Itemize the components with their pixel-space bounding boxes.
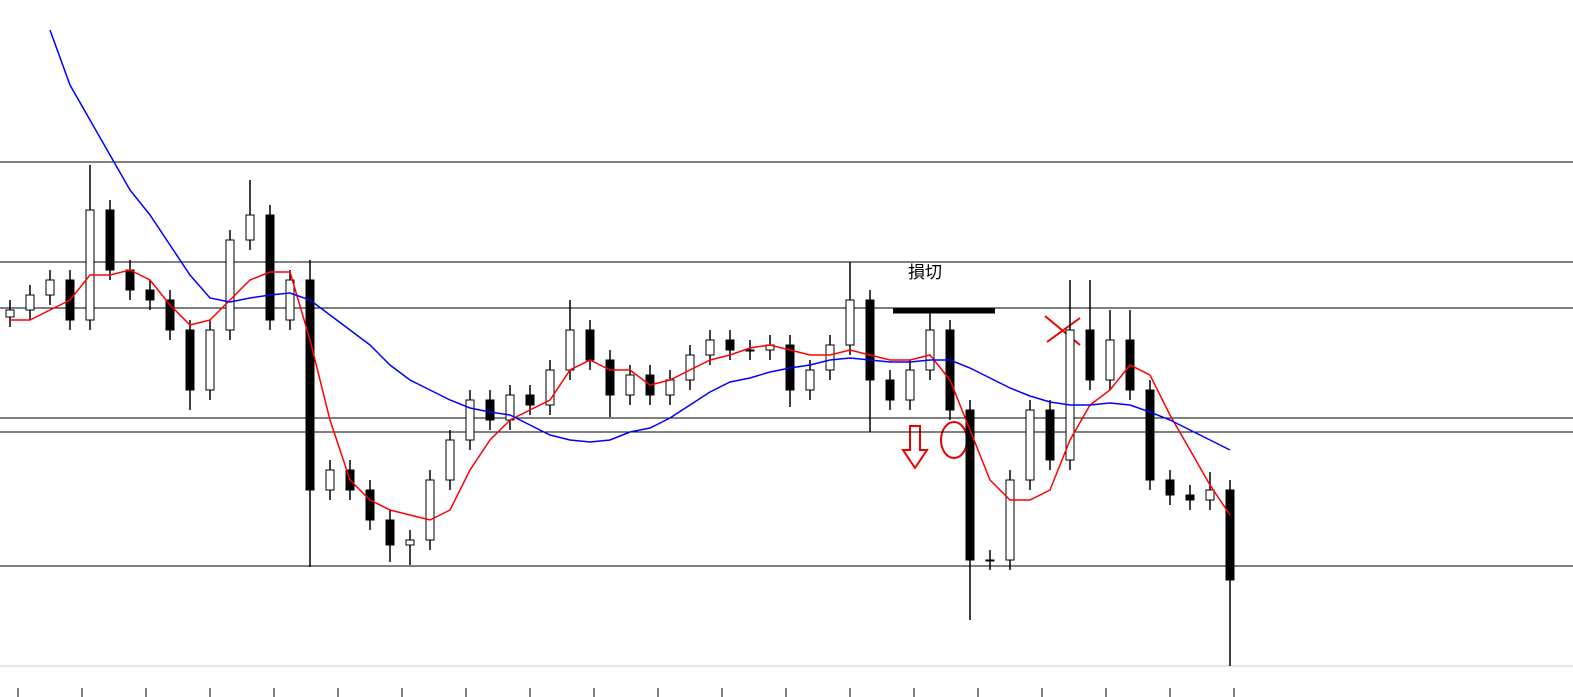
candle-body — [905, 369, 915, 401]
circle-mark — [940, 421, 968, 459]
candle-body — [1065, 329, 1075, 461]
candle-body — [545, 369, 555, 406]
candle-body — [125, 269, 135, 291]
candle-body — [805, 369, 815, 391]
candle-body — [1145, 389, 1155, 481]
candle-body — [25, 294, 35, 311]
candle-body — [685, 354, 695, 381]
cross-mark — [1044, 315, 1081, 346]
moving-average — [10, 269, 1231, 521]
candle-body — [1185, 494, 1195, 501]
moving-average — [49, 29, 1231, 451]
candle-body — [945, 329, 955, 411]
candle-body — [1045, 409, 1055, 461]
candle-body — [265, 214, 275, 321]
candle-body — [445, 439, 455, 481]
x-ticks — [17, 688, 1235, 697]
candle-body — [565, 329, 575, 371]
candle-body — [725, 339, 735, 351]
annotation: 損切 — [908, 263, 942, 283]
candle-body — [705, 339, 715, 356]
candle-body — [285, 279, 295, 321]
candle-body — [885, 379, 895, 401]
candle-body — [205, 329, 215, 391]
candle-body — [525, 394, 535, 406]
candle-body — [825, 344, 835, 371]
candle-body — [1225, 489, 1235, 581]
candle-body — [5, 309, 15, 318]
candle-body — [585, 329, 595, 361]
candle-body — [605, 359, 615, 396]
candle-body — [305, 279, 315, 491]
candle-body — [485, 399, 495, 421]
candle-body — [1205, 489, 1215, 501]
candle-body — [185, 329, 195, 391]
candle-body — [325, 469, 335, 491]
candle-body — [625, 374, 635, 396]
candle-body — [245, 214, 255, 241]
candle-body — [985, 559, 995, 562]
candle-body — [465, 399, 475, 441]
candle-body — [1005, 479, 1015, 561]
candle-body — [425, 479, 435, 541]
candle-body — [865, 299, 875, 381]
candle-body — [1165, 479, 1175, 496]
candle-body — [85, 209, 95, 321]
candle-body — [1105, 339, 1115, 381]
candle-body — [105, 209, 115, 271]
candle-body — [965, 409, 975, 561]
candle-body — [1025, 409, 1035, 481]
candle-body — [225, 239, 235, 331]
candle-body — [385, 519, 395, 546]
candle-body — [45, 279, 55, 296]
candle-body — [665, 379, 675, 396]
candle-body — [165, 299, 175, 331]
candle-body — [405, 539, 415, 546]
candle-body — [365, 489, 375, 521]
candle-body — [845, 299, 855, 346]
down-arrow — [901, 425, 929, 470]
candle-body — [925, 329, 935, 371]
candle-body — [745, 349, 755, 352]
candle-body — [145, 289, 155, 301]
candle-body — [1085, 329, 1095, 381]
